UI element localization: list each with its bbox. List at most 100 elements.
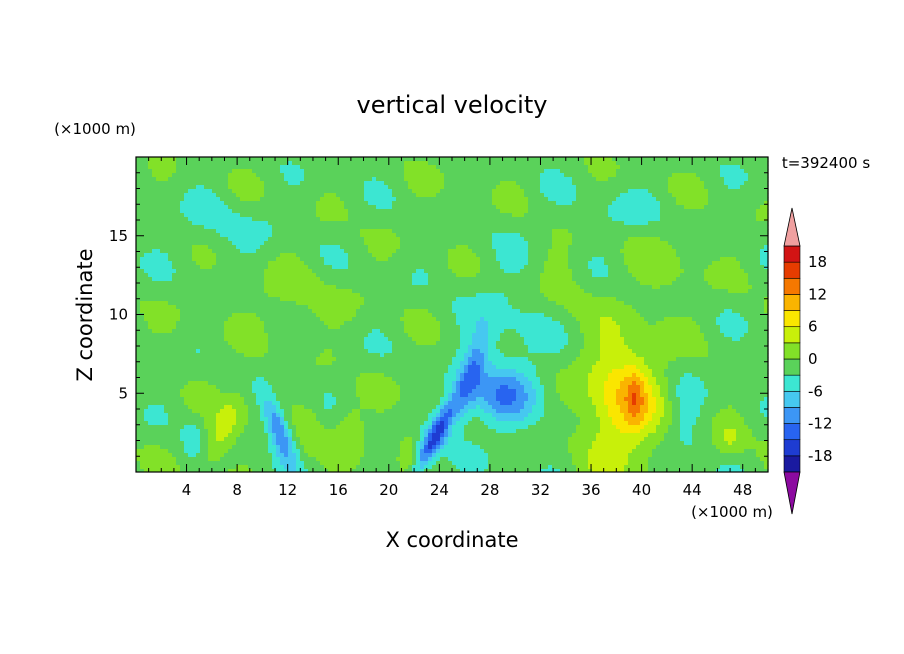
heatmap-cell <box>516 209 521 214</box>
heatmap-cell <box>456 193 461 198</box>
heatmap-cell <box>296 221 301 226</box>
heatmap-cell <box>632 237 637 242</box>
heatmap-cell <box>276 181 281 186</box>
heatmap-cell <box>588 181 593 186</box>
heatmap-cell <box>588 213 593 218</box>
heatmap-cell <box>376 233 381 238</box>
heatmap-cell <box>352 229 357 234</box>
heatmap-cell <box>196 169 201 174</box>
heatmap-cell <box>756 277 761 282</box>
heatmap-cell <box>208 273 213 278</box>
heatmap-cell <box>620 201 625 206</box>
heatmap-cell <box>660 193 665 198</box>
heatmap-cell <box>284 213 289 218</box>
heatmap-cell <box>296 249 301 254</box>
heatmap-cell <box>416 225 421 230</box>
heatmap-cell <box>320 241 325 246</box>
heatmap-cell <box>136 197 141 202</box>
heatmap-cell <box>360 237 365 242</box>
heatmap-cell <box>532 205 537 210</box>
heatmap-cell <box>232 257 237 262</box>
heatmap-cell <box>668 161 673 166</box>
heatmap-cell <box>320 217 325 222</box>
heatmap-cell <box>668 245 673 250</box>
heatmap-cell <box>184 209 189 214</box>
heatmap-cell <box>572 197 577 202</box>
heatmap-cell <box>660 181 665 186</box>
heatmap-cell <box>396 209 401 214</box>
heatmap-cell <box>616 197 621 202</box>
heatmap-cell <box>360 273 365 278</box>
heatmap-cell <box>156 201 161 206</box>
heatmap-cell <box>580 269 585 274</box>
heatmap-cell <box>252 229 257 234</box>
heatmap-cell <box>196 237 201 242</box>
heatmap-cell <box>516 193 521 198</box>
heatmap-cell <box>504 233 509 238</box>
heatmap-cell <box>168 173 173 178</box>
heatmap-cell <box>628 189 633 194</box>
heatmap-cell <box>292 277 297 282</box>
heatmap-cell <box>616 157 621 162</box>
heatmap-cell <box>676 277 681 282</box>
heatmap-cell <box>500 205 505 210</box>
heatmap-cell <box>320 221 325 226</box>
heatmap-cell <box>728 181 733 186</box>
heatmap-cell <box>344 217 349 222</box>
heatmap-cell <box>460 245 465 250</box>
heatmap-cell <box>720 269 725 274</box>
heatmap-cell <box>340 221 345 226</box>
heatmap-cell <box>756 249 761 254</box>
heatmap-cell <box>656 185 661 190</box>
heatmap-cell <box>328 197 333 202</box>
heatmap-cell <box>440 253 445 258</box>
heatmap-cell <box>724 257 729 262</box>
heatmap-cell <box>152 213 157 218</box>
heatmap-cell <box>528 209 533 214</box>
heatmap-cell <box>572 169 577 174</box>
heatmap-cell <box>340 265 345 270</box>
heatmap-cell <box>144 261 149 266</box>
heatmap-cell <box>392 277 397 282</box>
heatmap-cell <box>436 205 441 210</box>
heatmap-cell <box>352 189 357 194</box>
heatmap-cell <box>480 197 485 202</box>
heatmap-cell <box>368 169 373 174</box>
heatmap-cell <box>200 165 205 170</box>
heatmap-cell <box>384 205 389 210</box>
heatmap-cell <box>352 169 357 174</box>
heatmap-cell <box>184 173 189 178</box>
heatmap-cell <box>396 277 401 282</box>
heatmap-cell <box>172 185 177 190</box>
heatmap-cell <box>268 173 273 178</box>
heatmap-cell <box>196 177 201 182</box>
heatmap-cell <box>184 233 189 238</box>
heatmap-cell <box>576 169 581 174</box>
heatmap-cell <box>224 257 229 262</box>
heatmap-cell <box>700 249 705 254</box>
heatmap-cell <box>732 229 737 234</box>
heatmap-cell <box>232 189 237 194</box>
heatmap-cell <box>484 265 489 270</box>
heatmap-cell <box>412 241 417 246</box>
heatmap-cell <box>656 157 661 162</box>
heatmap-cell <box>472 277 477 282</box>
heatmap-cell <box>656 181 661 186</box>
heatmap-cell <box>556 209 561 214</box>
heatmap-cell <box>688 173 693 178</box>
heatmap-cell <box>456 197 461 202</box>
heatmap-cell <box>156 173 161 178</box>
heatmap-cell <box>396 181 401 186</box>
heatmap-cell <box>552 249 557 254</box>
heatmap-cell <box>628 185 633 190</box>
heatmap-cell <box>544 229 549 234</box>
heatmap-cell <box>496 209 501 214</box>
heatmap-cell <box>616 173 621 178</box>
heatmap-cell <box>152 237 157 242</box>
heatmap-cell <box>376 257 381 262</box>
heatmap-cell <box>304 281 309 286</box>
heatmap-cell <box>468 225 473 230</box>
heatmap-cell <box>732 261 737 266</box>
heatmap-cell <box>628 261 633 266</box>
heatmap-cell <box>264 265 269 270</box>
